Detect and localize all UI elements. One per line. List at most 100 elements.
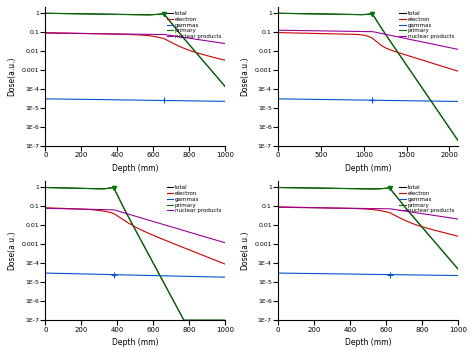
nuclear products — [66, 31, 72, 35]
electron — [306, 31, 311, 35]
primary — [141, 243, 146, 247]
primary — [141, 13, 146, 17]
primary — [455, 138, 461, 143]
total — [73, 12, 78, 16]
primary — [137, 13, 143, 17]
nuclear products — [306, 206, 311, 210]
Line: primary: primary — [278, 13, 458, 141]
gammas — [275, 271, 281, 275]
nuclear products — [103, 32, 109, 36]
gammas — [370, 98, 375, 102]
Line: primary: primary — [45, 13, 225, 87]
electron — [141, 229, 146, 233]
electron — [42, 30, 48, 35]
Line: gammas: gammas — [278, 99, 458, 102]
primary — [222, 85, 228, 89]
Line: nuclear products: nuclear products — [45, 33, 225, 44]
primary — [137, 236, 143, 240]
electron — [455, 69, 461, 73]
primary — [353, 187, 359, 191]
total — [181, 318, 187, 322]
total — [222, 85, 228, 89]
X-axis label: Depth (mm): Depth (mm) — [112, 338, 158, 347]
gammas — [353, 98, 359, 102]
electron — [299, 205, 305, 210]
primary — [370, 187, 375, 191]
total — [42, 11, 48, 15]
total — [42, 185, 48, 189]
Line: electron: electron — [45, 33, 225, 60]
nuclear products — [275, 205, 281, 210]
nuclear products — [73, 31, 78, 35]
total — [120, 205, 126, 209]
electron — [306, 205, 311, 210]
primary — [374, 187, 379, 191]
Line: primary: primary — [278, 188, 458, 269]
Line: gammas: gammas — [45, 99, 225, 101]
gammas — [66, 97, 72, 101]
total — [374, 187, 379, 191]
primary — [336, 12, 342, 17]
nuclear products — [299, 28, 305, 33]
Y-axis label: Dose(a.u.): Dose(a.u.) — [7, 57, 16, 96]
primary — [103, 187, 109, 191]
Line: gammas: gammas — [278, 273, 458, 275]
electron — [103, 32, 109, 36]
nuclear products — [222, 41, 228, 46]
gammas — [141, 98, 146, 102]
Line: total: total — [45, 187, 225, 320]
electron — [374, 40, 379, 44]
total — [370, 187, 375, 191]
Legend: total, electron, gammas, primary, nuclear products: total, electron, gammas, primary, nuclea… — [398, 184, 456, 215]
primary — [374, 18, 379, 22]
gammas — [141, 273, 146, 278]
gammas — [222, 275, 228, 279]
total — [103, 187, 109, 191]
electron — [374, 208, 379, 212]
gammas — [275, 97, 281, 101]
electron — [336, 32, 342, 36]
Line: total: total — [45, 13, 225, 87]
electron — [120, 218, 126, 222]
Line: nuclear products: nuclear products — [45, 209, 225, 243]
nuclear products — [306, 29, 311, 33]
total — [299, 11, 305, 16]
gammas — [137, 98, 143, 102]
total — [455, 267, 461, 271]
total — [306, 186, 311, 190]
nuclear products — [73, 207, 78, 211]
primary — [455, 267, 461, 271]
gammas — [370, 272, 375, 276]
Legend: total, electron, gammas, primary, nuclear products: total, electron, gammas, primary, nuclea… — [398, 10, 456, 40]
electron — [141, 33, 146, 37]
electron — [353, 32, 359, 36]
gammas — [66, 272, 72, 276]
gammas — [336, 272, 342, 276]
nuclear products — [141, 32, 146, 36]
primary — [73, 186, 78, 190]
total — [336, 12, 342, 16]
electron — [137, 33, 143, 37]
primary — [299, 12, 305, 16]
primary — [120, 205, 126, 209]
Line: electron: electron — [278, 207, 458, 236]
gammas — [73, 272, 78, 276]
electron — [275, 30, 281, 35]
total — [306, 12, 311, 16]
Y-axis label: Dose(a.u.): Dose(a.u.) — [240, 231, 249, 270]
nuclear products — [137, 32, 143, 36]
electron — [66, 31, 72, 35]
primary — [275, 185, 281, 190]
nuclear products — [353, 29, 359, 34]
primary — [73, 12, 78, 16]
gammas — [455, 99, 461, 104]
total — [455, 138, 461, 143]
Line: electron: electron — [278, 33, 458, 71]
electron — [455, 234, 461, 238]
gammas — [42, 271, 48, 275]
primary — [370, 12, 375, 17]
electron — [222, 58, 228, 62]
electron — [370, 36, 375, 41]
gammas — [120, 273, 126, 277]
nuclear products — [42, 206, 48, 211]
